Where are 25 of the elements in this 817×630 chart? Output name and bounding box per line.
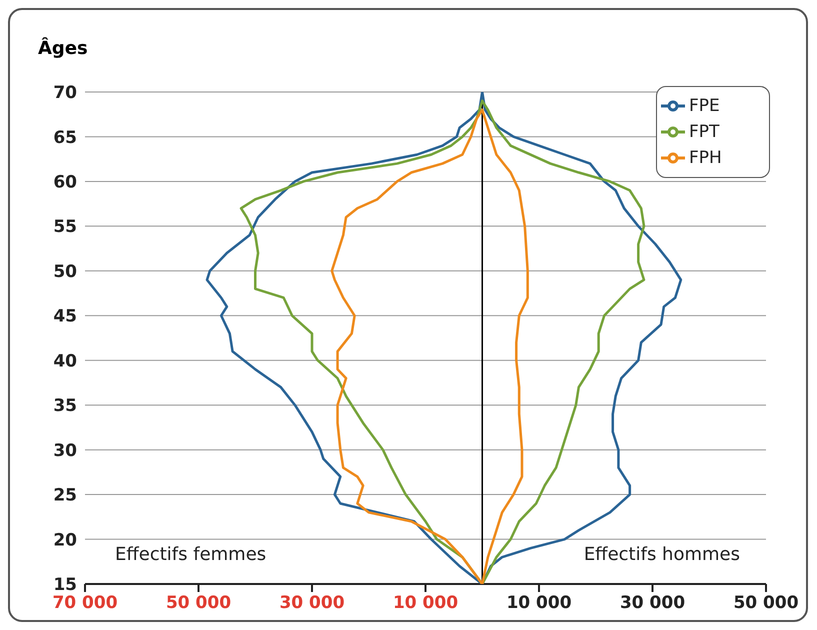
x-tick-label: 30 000: [620, 593, 686, 613]
x-tick-label: 30 000: [279, 593, 345, 613]
y-tick-label: 55: [53, 217, 77, 238]
x-tick-label: 50 000: [733, 593, 799, 613]
legend-label: FPE: [689, 96, 720, 116]
y-tick-label: 20: [53, 530, 78, 550]
y-tick-label: 60: [53, 172, 78, 192]
y-tick-label: 45: [53, 306, 77, 327]
y-tick-label: 70: [53, 83, 78, 104]
x-tick-label: 50 000: [166, 593, 232, 613]
y-tick-label: 25: [53, 486, 77, 506]
annotation: Effectifs hommes: [584, 544, 740, 565]
y-tick-label: 50: [53, 262, 78, 282]
x-tick-label: 10 000: [392, 593, 458, 613]
x-tick-label: 10 000: [506, 593, 572, 613]
legend-label: FPH: [689, 148, 722, 168]
y-tick-label: 40: [53, 351, 78, 372]
legend-label: FPT: [689, 122, 720, 142]
y-tick-label: 15: [53, 575, 77, 596]
y-tick-label: 65: [53, 128, 77, 148]
y-tick-label: 30: [53, 440, 78, 461]
annotation: Effectifs femmes: [115, 544, 266, 565]
y-tick-label: 35: [53, 396, 77, 416]
y-axis-title: Âges: [38, 38, 88, 59]
x-tick-label: 70 000: [52, 593, 118, 613]
